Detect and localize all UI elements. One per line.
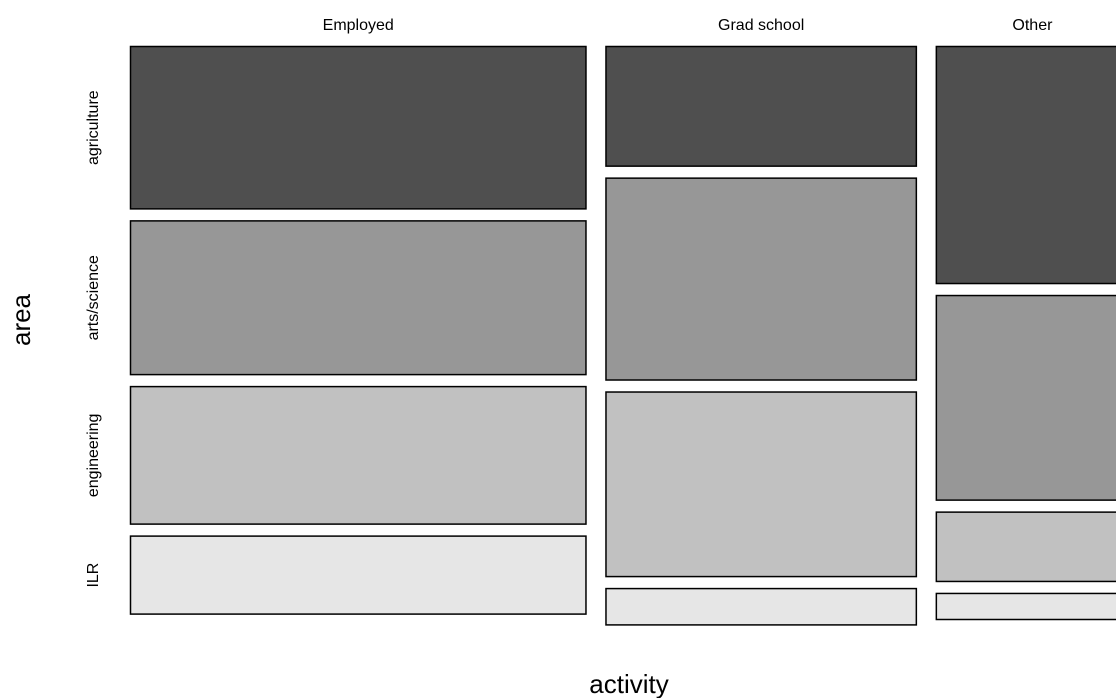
tile-employed-engineering bbox=[129, 385, 587, 525]
row-label-agriculture: agriculture bbox=[85, 90, 102, 165]
tile-other-agriculture bbox=[935, 45, 1116, 285]
column-label-other: Other bbox=[1012, 17, 1053, 34]
column-label-employed: Employed bbox=[323, 17, 394, 34]
tile-other-ilr bbox=[935, 592, 1116, 621]
tile-grad-school-arts-science bbox=[605, 177, 918, 381]
tile-other-arts-science bbox=[935, 294, 1116, 501]
row-label-engineering: engineering bbox=[85, 414, 102, 498]
tile-grad-school-ilr bbox=[605, 587, 918, 626]
column-label-grad-school: Grad school bbox=[718, 17, 804, 34]
tile-employed-arts-science bbox=[129, 220, 587, 376]
row-label-arts-science: arts/science bbox=[85, 255, 102, 340]
tile-employed-agriculture bbox=[129, 45, 587, 210]
tile-grad-school-engineering bbox=[605, 391, 918, 578]
row-labels: agriculture arts/science engineering ILR bbox=[85, 90, 102, 587]
x-axis-title: activity bbox=[589, 669, 668, 698]
column-labels: Employed Grad school Other bbox=[323, 17, 1053, 34]
row-label-ilr: ILR bbox=[85, 563, 102, 588]
tile-grad-school-agriculture bbox=[605, 45, 918, 167]
tile-other-engineering bbox=[935, 511, 1116, 583]
tile-employed-ilr bbox=[129, 535, 587, 615]
mosaic-tiles bbox=[129, 45, 1116, 626]
y-axis-title: area bbox=[6, 293, 36, 346]
